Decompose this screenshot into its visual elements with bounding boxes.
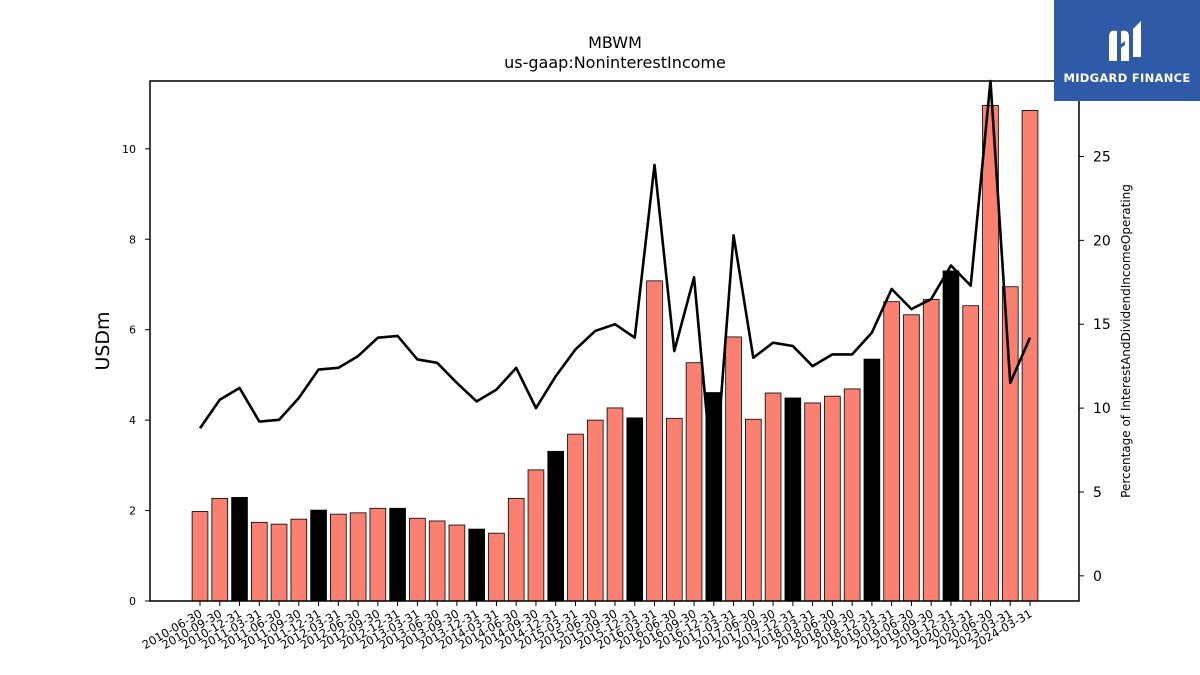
bar-2016-06-30 [665, 417, 683, 602]
bar-2010-12-31 [231, 497, 248, 602]
y-tick-label: 4 [129, 414, 136, 427]
right-y-axis: 0 5 10 15 20 25 [1079, 149, 1111, 585]
bar-2014-12-31 [547, 450, 565, 602]
bar-2011-09-30 [290, 518, 308, 602]
y2-tick-label: 25 [1093, 149, 1111, 165]
bar-2024-03-31 [1021, 109, 1039, 602]
bar-2019-06-30 [903, 314, 920, 602]
bar-2013-03-31 [409, 517, 426, 602]
bar-2012-12-31 [389, 507, 406, 602]
bar-2010-06-30 [191, 511, 209, 602]
x-axis: 2010-06-302010-09-302010-12-312011-03-31… [140, 601, 1035, 652]
bar-2014-09-30 [527, 469, 545, 602]
bar-2023-03-31 [1001, 286, 1019, 602]
bar-2012-03-31 [330, 513, 347, 602]
bar-2010-09-30 [211, 497, 229, 602]
bar-2017-03-31 [725, 336, 742, 602]
bar-2013-12-31 [468, 528, 485, 602]
y-tick-label: 8 [129, 233, 136, 246]
bar-2016-09-30 [685, 362, 703, 602]
bar-2012-06-30 [349, 512, 367, 602]
bar-2017-09-30 [764, 392, 782, 602]
y2-tick-label: 10 [1093, 401, 1111, 417]
bar-series [191, 105, 1039, 602]
y2-tick-label: 20 [1093, 233, 1111, 249]
bar-2019-12-31 [942, 270, 960, 602]
y-axis-label: USDm [92, 311, 114, 370]
bar-2018-03-31 [804, 402, 821, 602]
bar-2011-06-30 [270, 523, 288, 602]
bar-2019-03-31 [883, 301, 900, 602]
bar-2015-06-30 [586, 419, 604, 602]
bar-2015-03-31 [567, 433, 584, 602]
bar-2018-06-30 [824, 395, 841, 602]
y2-axis-label: Percentage of InterestAndDividendIncomeO… [1119, 184, 1133, 498]
bar-2017-12-31 [784, 397, 802, 602]
bar-2011-12-31 [310, 509, 327, 602]
bar-2018-12-31 [863, 358, 881, 602]
y-tick-label: 0 [129, 595, 136, 608]
bar-2018-09-30 [843, 388, 861, 602]
chart-subtitle: us-gaap:NoninterestIncome [504, 53, 726, 72]
bar-2012-09-30 [369, 507, 387, 602]
bar-2016-03-31 [646, 280, 663, 602]
bar-2011-03-31 [250, 521, 268, 602]
bar-2020-03-31 [962, 305, 980, 602]
y-tick-label: 10 [122, 143, 136, 156]
percentage-line [198, 79, 1032, 494]
bar-2015-09-30 [606, 407, 624, 602]
bar-2013-09-30 [448, 524, 466, 602]
midgard-logo-icon [1109, 21, 1141, 61]
y2-tick-label: 5 [1093, 485, 1102, 501]
bar-2015-12-31 [626, 417, 644, 602]
percentage-line-series [198, 79, 1032, 494]
y-tick-label: 2 [129, 505, 136, 518]
left-y-axis: 0 2 4 6 8 10 [122, 143, 150, 608]
brand-name: MIDGARD FINANCE [1063, 71, 1191, 85]
bar-2014-06-30 [507, 497, 525, 602]
y2-tick-label: 0 [1093, 569, 1102, 585]
brand-logo: MIDGARD FINANCE [1054, 0, 1200, 101]
bar-2019-09-30 [922, 298, 940, 602]
bar-2017-06-30 [745, 418, 762, 602]
bar-2014-03-31 [488, 532, 505, 602]
bar-2013-06-30 [428, 520, 446, 602]
y2-tick-label: 15 [1093, 317, 1111, 333]
chart-title: MBWM [588, 33, 642, 52]
y-tick-label: 6 [129, 324, 136, 337]
